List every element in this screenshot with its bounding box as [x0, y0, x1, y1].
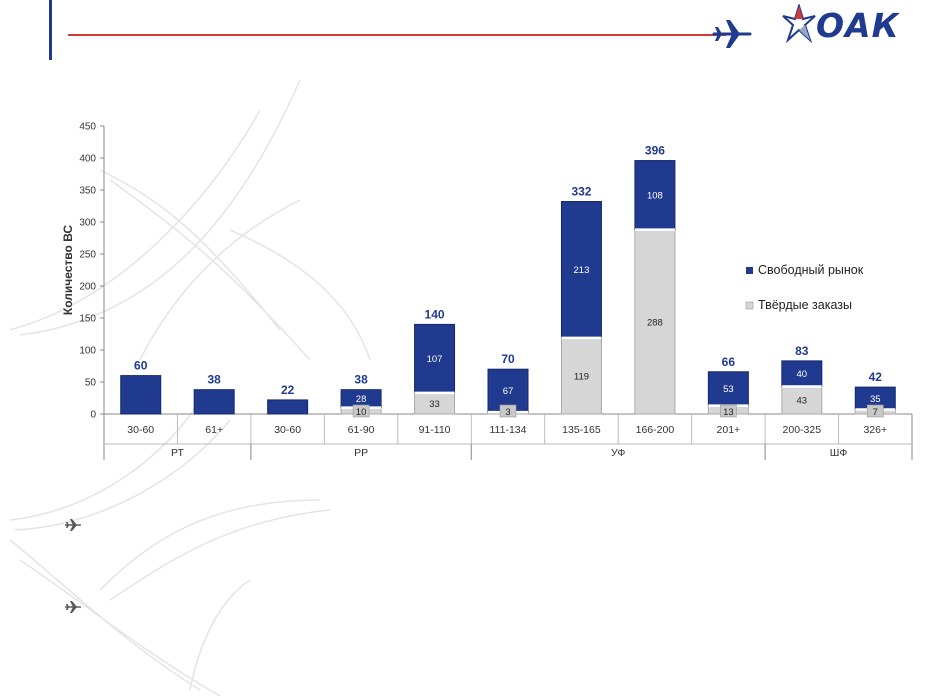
bar-free-market	[193, 389, 235, 415]
bar-firm-orders	[781, 385, 823, 415]
data-label-badge	[720, 404, 737, 418]
y-tick-label: 0	[90, 410, 96, 421]
x-tick-label: 61-90	[348, 424, 375, 436]
y-tick-label: 350	[79, 186, 96, 197]
total-label: 396	[645, 144, 665, 158]
total-label: 22	[281, 383, 295, 397]
x-group-label: УФ	[611, 447, 625, 459]
airplane-icon	[712, 20, 752, 48]
data-label: 40	[797, 369, 808, 380]
data-label-badge	[352, 404, 370, 418]
airplane-icon	[65, 519, 81, 531]
data-label: 67	[503, 386, 514, 397]
y-tick-label: 100	[79, 346, 96, 357]
data-label: 107	[427, 354, 443, 365]
total-label: 70	[501, 352, 515, 366]
bar-free-market	[707, 371, 749, 407]
y-tick-label: 50	[85, 378, 97, 389]
oak-logo: ОАК	[782, 2, 932, 45]
bar-free-market	[634, 160, 676, 231]
x-tick-label: 200-325	[783, 424, 822, 436]
total-label: 38	[354, 373, 368, 387]
data-label: 7	[873, 407, 878, 418]
x-tick-label: 30-60	[127, 424, 154, 436]
data-label: 33	[429, 399, 440, 410]
x-tick-label: 326+	[863, 424, 887, 436]
logo-star-icon	[782, 2, 816, 44]
data-label: 43	[797, 396, 808, 407]
total-label: 42	[869, 370, 883, 384]
bar-free-market	[560, 201, 602, 339]
y-tick-label: 450	[79, 122, 96, 133]
bar-free-market	[267, 399, 309, 415]
data-label: 288	[647, 317, 663, 328]
y-tick-label: 250	[79, 250, 96, 261]
y-tick-label: 200	[79, 282, 96, 293]
data-label: 3	[505, 407, 510, 418]
total-label: 83	[795, 344, 809, 358]
bar-firm-orders	[634, 229, 676, 415]
x-tick-label: 61+	[205, 424, 223, 436]
total-label: 60	[134, 359, 148, 373]
legend-swatch-free-market	[746, 267, 753, 274]
data-label: 10	[356, 407, 367, 418]
airplane-icon	[65, 601, 81, 613]
legend-label: Свободный рынок	[758, 263, 864, 277]
x-group-label: РТ	[171, 447, 185, 459]
header-divider-line	[68, 34, 726, 36]
header-accent-bar	[49, 0, 52, 60]
x-tick-label: 201+	[717, 424, 741, 436]
x-tick-label: 111-134	[490, 424, 527, 436]
x-tick-label: 91-110	[419, 424, 451, 436]
x-group-label: ШФ	[830, 447, 848, 459]
data-label: 108	[647, 191, 663, 202]
data-label: 119	[574, 371, 589, 382]
data-label: 213	[574, 265, 590, 276]
legend-swatch-firm-orders	[745, 301, 754, 310]
y-axis-title: Количество ВС	[61, 225, 75, 315]
y-tick-label: 400	[79, 154, 96, 165]
total-label: 140	[425, 307, 445, 321]
data-label-badge	[499, 404, 517, 418]
bar-free-market	[781, 360, 823, 387]
data-label: 13	[723, 407, 734, 418]
bar-free-market	[120, 375, 162, 415]
data-label: 28	[356, 394, 367, 405]
x-tick-label: 30-60	[274, 424, 301, 436]
y-tick-label: 150	[79, 314, 96, 325]
total-label: 66	[722, 355, 736, 369]
y-tick-label: 300	[79, 218, 96, 229]
legend-label: Твёрдые заказы	[758, 298, 852, 312]
x-tick-label: 166-200	[636, 424, 675, 436]
total-label: 332	[571, 185, 591, 199]
data-label-badge	[866, 404, 884, 418]
total-label: 38	[208, 373, 222, 387]
bar-firm-orders	[560, 337, 602, 415]
bar-free-market	[414, 323, 456, 394]
data-label: 53	[723, 384, 734, 395]
logo-text: ОАК	[816, 6, 900, 45]
x-tick-label: 135-165	[562, 424, 601, 436]
data-label: 35	[870, 394, 881, 405]
x-group-label: РР	[354, 447, 368, 459]
